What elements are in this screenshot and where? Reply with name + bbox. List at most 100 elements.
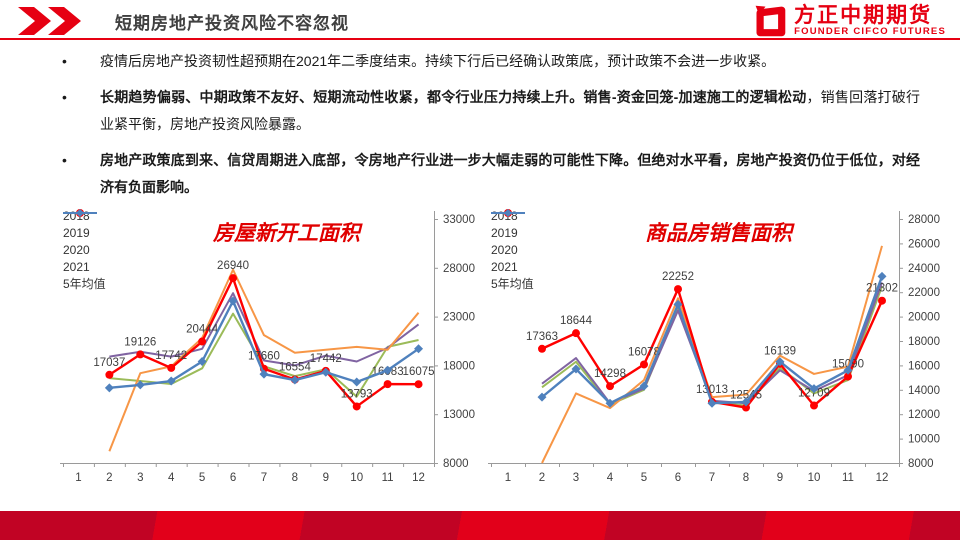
legend-label: 5年均值 bbox=[63, 277, 106, 291]
legend-item-2020: 2020 bbox=[63, 212, 106, 258]
chart-axes bbox=[60, 211, 438, 467]
svg-text:18644: 18644 bbox=[560, 315, 593, 327]
legend-item-5年均值: 5年均值 bbox=[491, 209, 534, 292]
header-divider bbox=[0, 38, 960, 40]
svg-text:17742: 17742 bbox=[155, 350, 187, 362]
svg-text:8000: 8000 bbox=[908, 458, 934, 470]
svg-text:17442: 17442 bbox=[310, 353, 342, 365]
legend-item-2021: 2021 bbox=[63, 209, 106, 275]
svg-text:4: 4 bbox=[607, 472, 614, 484]
svg-text:13793: 13793 bbox=[341, 388, 373, 400]
series-line-2019 bbox=[109, 292, 420, 367]
series-line-2020 bbox=[541, 245, 883, 464]
svg-text:13013: 13013 bbox=[696, 384, 728, 396]
legend-label: 2019 bbox=[491, 225, 518, 240]
bullet-item-2: 长期趋势偏弱、中期政策不友好、短期流动性收紧，都令行业压力持续上升。销售-资金回… bbox=[60, 84, 920, 138]
svg-text:16000: 16000 bbox=[908, 360, 940, 372]
svg-text:7: 7 bbox=[261, 472, 267, 484]
svg-text:22252: 22252 bbox=[662, 271, 694, 283]
legend-label: 2019 bbox=[63, 225, 90, 240]
svg-text:17037: 17037 bbox=[93, 357, 125, 369]
svg-text:20000: 20000 bbox=[908, 312, 940, 324]
svg-text:6: 6 bbox=[230, 472, 236, 484]
chart-title: 房屋新开工面积 bbox=[213, 220, 360, 245]
legend-label: 5年均值 bbox=[491, 277, 534, 291]
svg-text:16139: 16139 bbox=[764, 346, 796, 358]
svg-text:2: 2 bbox=[106, 472, 112, 484]
logo-subtitle: FOUNDER CIFCO FUTURES bbox=[794, 26, 946, 38]
svg-text:18000: 18000 bbox=[443, 360, 475, 372]
svg-text:28000: 28000 bbox=[908, 214, 940, 226]
svg-text:16554: 16554 bbox=[279, 362, 312, 374]
logo-mark-icon bbox=[755, 5, 786, 37]
svg-text:28000: 28000 bbox=[443, 263, 475, 275]
legend-item-2019: 2019 bbox=[491, 212, 534, 241]
chart-legend: 2018 2019 2020 2021 5年均值 bbox=[491, 207, 534, 292]
legend-swatch-icon bbox=[491, 209, 525, 217]
chart-housing-sales: 商品房销售面积 8000 10000 12000 14000 16000 18000 200… bbox=[483, 205, 945, 505]
svg-text:3: 3 bbox=[137, 472, 143, 484]
legend-label: 2021 bbox=[491, 259, 518, 274]
bullet-item-1: 疫情后房地产投资韧性超预期在2021年二季度结束。持续下行后已经确认政策底，预计… bbox=[60, 48, 920, 75]
svg-text:17363: 17363 bbox=[526, 331, 558, 343]
svg-text:12: 12 bbox=[876, 472, 889, 484]
company-logo: 方正中期期货 FOUNDER CIFCO FUTURES bbox=[752, 3, 946, 39]
svg-text:12000: 12000 bbox=[908, 409, 940, 421]
svg-text:22000: 22000 bbox=[908, 287, 940, 299]
bottom-decorative-band bbox=[0, 511, 960, 540]
svg-text:7: 7 bbox=[709, 472, 715, 484]
legend-item-5年均值: 5年均值 bbox=[63, 209, 106, 292]
double-chevron-icon bbox=[18, 7, 81, 35]
svg-text:12709: 12709 bbox=[798, 388, 830, 400]
legend-item-2019: 2019 bbox=[63, 212, 106, 241]
svg-text:2: 2 bbox=[539, 472, 545, 484]
svg-text:19126: 19126 bbox=[124, 336, 156, 348]
svg-text:16078: 16078 bbox=[628, 346, 660, 358]
svg-text:12: 12 bbox=[412, 472, 425, 484]
svg-text:5: 5 bbox=[199, 472, 205, 484]
svg-text:1: 1 bbox=[505, 472, 511, 484]
chart-housing-starts: 房屋新开工面积 8000 13000 18000 23000 28000 33000 1 2 3… bbox=[55, 205, 480, 505]
page-title: 短期房地产投资风险不容忽视 bbox=[115, 14, 349, 33]
svg-text:14000: 14000 bbox=[908, 385, 940, 397]
svg-text:15090: 15090 bbox=[832, 359, 864, 371]
series-markers-5年均值 bbox=[104, 296, 424, 393]
line-chart-canvas: 8000 10000 12000 14000 16000 18000 20000 22000 2… bbox=[488, 211, 940, 484]
legend-label: 2020 bbox=[491, 242, 518, 257]
svg-text:8000: 8000 bbox=[443, 458, 469, 470]
svg-text:11: 11 bbox=[382, 472, 394, 484]
series-markers-5年均值 bbox=[537, 271, 887, 408]
axis-tick-labels: 8000 10000 12000 14000 16000 18000 20000 22000 2… bbox=[505, 214, 940, 484]
bullet-text-segment: 长期趋势偏弱、中期政策不友好、短期流动性收紧，都令行业压力持续上升。销售-资金回… bbox=[100, 89, 807, 105]
svg-text:6: 6 bbox=[675, 472, 681, 484]
svg-text:33000: 33000 bbox=[443, 214, 475, 226]
svg-text:8: 8 bbox=[292, 472, 298, 484]
chart-legend: 2018 2019 2020 2021 5年均值 bbox=[63, 207, 106, 292]
svg-text:8: 8 bbox=[743, 472, 749, 484]
bullet-text-segment: 疫情后房地产投资韧性超预期在2021年二季度结束。持续下行后已经确认政策底，预计… bbox=[100, 53, 776, 69]
svg-text:13000: 13000 bbox=[443, 409, 475, 421]
bullet-item-3: 房地产政策底到来、信贷周期进入底部，令房地产行业进一步大幅走弱的可能性下降。但绝… bbox=[60, 147, 920, 201]
svg-text:23000: 23000 bbox=[443, 312, 475, 324]
bullet-text-segment: 房地产政策底到来、信贷周期进入底部，令房地产行业进一步大幅走弱的可能性下降。但绝… bbox=[100, 152, 920, 195]
svg-text:16075: 16075 bbox=[403, 366, 435, 378]
logo-name: 方正中期期货 bbox=[794, 3, 933, 27]
svg-text:26940: 26940 bbox=[217, 260, 249, 272]
legend-item-2021: 2021 bbox=[491, 209, 534, 275]
series-data-labels: 17037 19126 17742 20444 26940 176601655417442… bbox=[93, 260, 434, 400]
logo-texts: 方正中期期货 FOUNDER CIFCO FUTURES bbox=[794, 3, 946, 38]
svg-text:17660: 17660 bbox=[248, 351, 280, 363]
svg-text:11: 11 bbox=[842, 472, 854, 484]
svg-text:5: 5 bbox=[641, 472, 647, 484]
legend-item-2020: 2020 bbox=[491, 212, 534, 258]
svg-text:14298: 14298 bbox=[594, 368, 626, 380]
svg-text:3: 3 bbox=[573, 472, 579, 484]
bullet-list: 疫情后房地产投资韧性超预期在2021年二季度结束。持续下行后已经确认政策底，预计… bbox=[60, 48, 920, 210]
svg-text:10: 10 bbox=[350, 472, 363, 484]
svg-text:9: 9 bbox=[323, 472, 329, 484]
series-line-2020 bbox=[108, 268, 420, 452]
svg-text:18000: 18000 bbox=[908, 336, 940, 348]
